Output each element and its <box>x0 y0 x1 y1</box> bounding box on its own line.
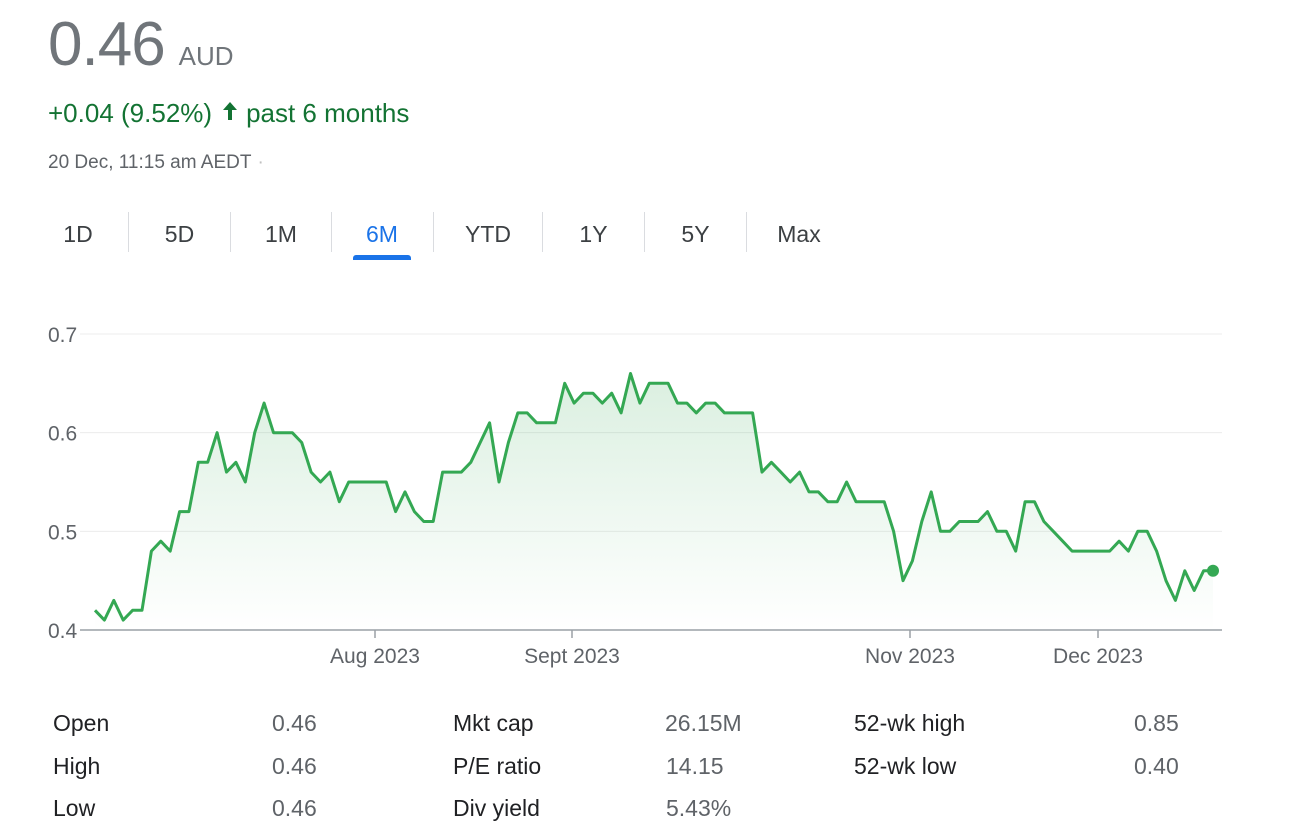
price-chart[interactable]: 0.7 0.6 0.5 0.4 Aug 2023 Sept 2023 Nov 2023 De… <box>0 280 1296 680</box>
stat-label: P/E ratio <box>453 753 542 779</box>
y-tick-label: 0.7 <box>48 324 77 347</box>
tab-label: 1Y <box>579 220 608 247</box>
timestamp-separator: · <box>257 152 264 173</box>
tab-1m[interactable]: 1M <box>231 210 331 258</box>
stat-value: 26.15M <box>665 710 742 736</box>
tab-6m[interactable]: 6M <box>353 210 411 260</box>
change-value: +0.04 (9.52%) <box>48 98 213 128</box>
stat-label: High <box>53 753 101 779</box>
stat-value: 0.85 <box>1134 710 1179 736</box>
arrow-up-icon <box>222 100 238 128</box>
tab-divider <box>128 212 129 252</box>
tab-label: YTD <box>465 220 511 247</box>
tab-ytd[interactable]: YTD <box>434 210 542 258</box>
quote-timestamp: 20 Dec, 11:15 am AEDT · <box>48 152 264 174</box>
y-tick-label: 0.4 <box>48 620 78 643</box>
tab-divider <box>644 212 645 252</box>
x-tick-label: Nov 2023 <box>865 645 955 668</box>
tab-max[interactable]: Max <box>755 210 843 258</box>
tab-divider <box>433 212 434 252</box>
stat-label: 52-wk low <box>854 753 957 779</box>
current-price-dot <box>1207 564 1219 577</box>
currency-label: AUD <box>178 41 234 71</box>
tab-5d[interactable]: 5D <box>129 210 230 258</box>
tab-label: Max <box>777 220 821 247</box>
tab-label: 1D <box>63 220 93 247</box>
stat-value: 0.46 <box>272 710 317 736</box>
tab-label: 5Y <box>681 220 710 247</box>
stat-value: 0.40 <box>1134 753 1179 779</box>
tab-divider <box>230 212 231 252</box>
price-line <box>93 372 1213 622</box>
y-tick-label: 0.5 <box>48 521 77 544</box>
price-change: +0.04 (9.52%) past 6 months <box>48 98 409 129</box>
price-area-fill <box>95 373 1213 630</box>
y-axis-labels: 0.7 0.6 0.5 0.4 <box>48 324 78 643</box>
tab-5y[interactable]: 5Y <box>645 210 746 258</box>
x-tick-label: Dec 2023 <box>1053 645 1143 668</box>
stat-label: Low <box>53 795 96 821</box>
stat-value: 5.43% <box>666 795 732 821</box>
x-tick-label: Sept 2023 <box>524 645 620 668</box>
tab-1y[interactable]: 1Y <box>543 210 644 258</box>
tab-divider <box>542 212 543 252</box>
stat-value: 14.15 <box>666 753 724 779</box>
tab-1d[interactable]: 1D <box>28 210 128 258</box>
price-header: 0.46 AUD <box>48 14 234 76</box>
stat-value: 0.46 <box>272 753 317 779</box>
stat-label: Open <box>53 710 110 736</box>
stat-label: Div yield <box>453 795 540 821</box>
tab-label: 1M <box>265 220 297 247</box>
tab-label: 5D <box>164 220 195 247</box>
tab-divider <box>331 212 332 252</box>
y-tick-label: 0.6 <box>48 423 77 446</box>
stat-label: Mkt cap <box>453 710 534 736</box>
stat-label: 52-wk high <box>854 710 966 736</box>
tab-label: 6M <box>366 220 398 247</box>
x-axis-ticks: Aug 2023 Sept 2023 Nov 2023 Dec 2023 <box>330 630 1143 668</box>
tab-divider <box>746 212 747 252</box>
timestamp-text: 20 Dec, 11:15 am AEDT <box>48 152 252 173</box>
change-period: past 6 months <box>246 98 410 128</box>
stat-value: 0.46 <box>272 795 317 821</box>
active-tab-indicator <box>353 255 411 260</box>
current-price: 0.46 <box>48 10 166 79</box>
x-tick-label: Aug 2023 <box>330 645 420 668</box>
